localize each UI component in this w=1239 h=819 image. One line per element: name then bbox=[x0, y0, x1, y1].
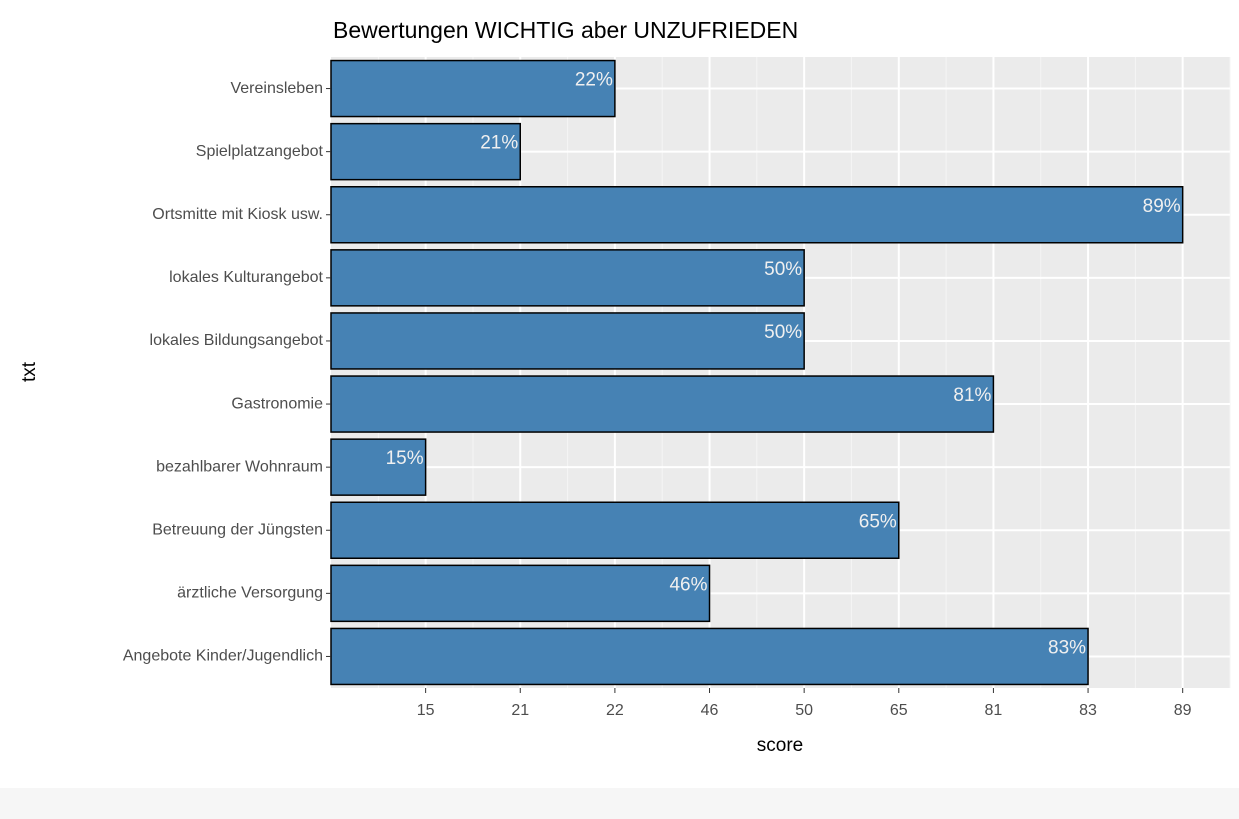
y-tick-label: Betreuung der Jüngsten bbox=[152, 521, 323, 538]
x-tick-label: 65 bbox=[890, 702, 908, 719]
x-tick-label: 15 bbox=[417, 702, 435, 719]
bar bbox=[330, 564, 711, 623]
value-label: 65% bbox=[859, 511, 897, 532]
y-tick-label: ärztliche Versorgung bbox=[177, 585, 323, 602]
y-tick-label: Spielplatzangebot bbox=[196, 143, 324, 160]
y-tick-label: Angebote Kinder/Jugendlich bbox=[123, 648, 323, 665]
value-label: 50% bbox=[764, 322, 802, 343]
value-label: 15% bbox=[386, 448, 424, 469]
x-tick-label: 83 bbox=[1079, 702, 1097, 719]
bar bbox=[330, 59, 616, 118]
value-label: 89% bbox=[1143, 196, 1181, 217]
y-tick-label: lokales Kulturangebot bbox=[169, 269, 323, 286]
x-tick-label: 50 bbox=[795, 702, 813, 719]
y-axis-label: txt bbox=[19, 361, 40, 382]
chart-title: Bewertungen WICHTIG aber UNZUFRIEDEN bbox=[333, 17, 798, 43]
x-tick-label: 22 bbox=[606, 702, 624, 719]
y-tick-label: Ortsmitte mit Kiosk usw. bbox=[152, 206, 323, 223]
footer-band bbox=[0, 788, 1239, 819]
x-tick-label: 21 bbox=[511, 702, 529, 719]
y-tick-label: Vereinsleben bbox=[230, 80, 323, 97]
bar bbox=[330, 627, 1089, 686]
x-axis-label: score bbox=[757, 735, 803, 756]
y-tick-label: bezahlbarer Wohnraum bbox=[156, 458, 323, 475]
x-tick-label: 81 bbox=[985, 702, 1003, 719]
bar bbox=[330, 186, 1184, 244]
y-tick-label: Gastronomie bbox=[231, 395, 323, 412]
value-label: 22% bbox=[575, 70, 613, 91]
value-label: 21% bbox=[480, 133, 518, 154]
x-tick-label: 46 bbox=[701, 702, 719, 719]
bar bbox=[330, 249, 805, 307]
value-label: 46% bbox=[669, 574, 707, 595]
value-label: 81% bbox=[953, 385, 991, 406]
value-label: 50% bbox=[764, 259, 802, 280]
bar bbox=[330, 375, 995, 433]
bar bbox=[330, 312, 805, 370]
x-tick-label: 89 bbox=[1174, 702, 1192, 719]
value-label: 83% bbox=[1048, 637, 1086, 658]
bar bbox=[330, 438, 427, 496]
bar bbox=[330, 501, 900, 559]
y-tick-label: lokales Bildungsangebot bbox=[150, 332, 324, 349]
